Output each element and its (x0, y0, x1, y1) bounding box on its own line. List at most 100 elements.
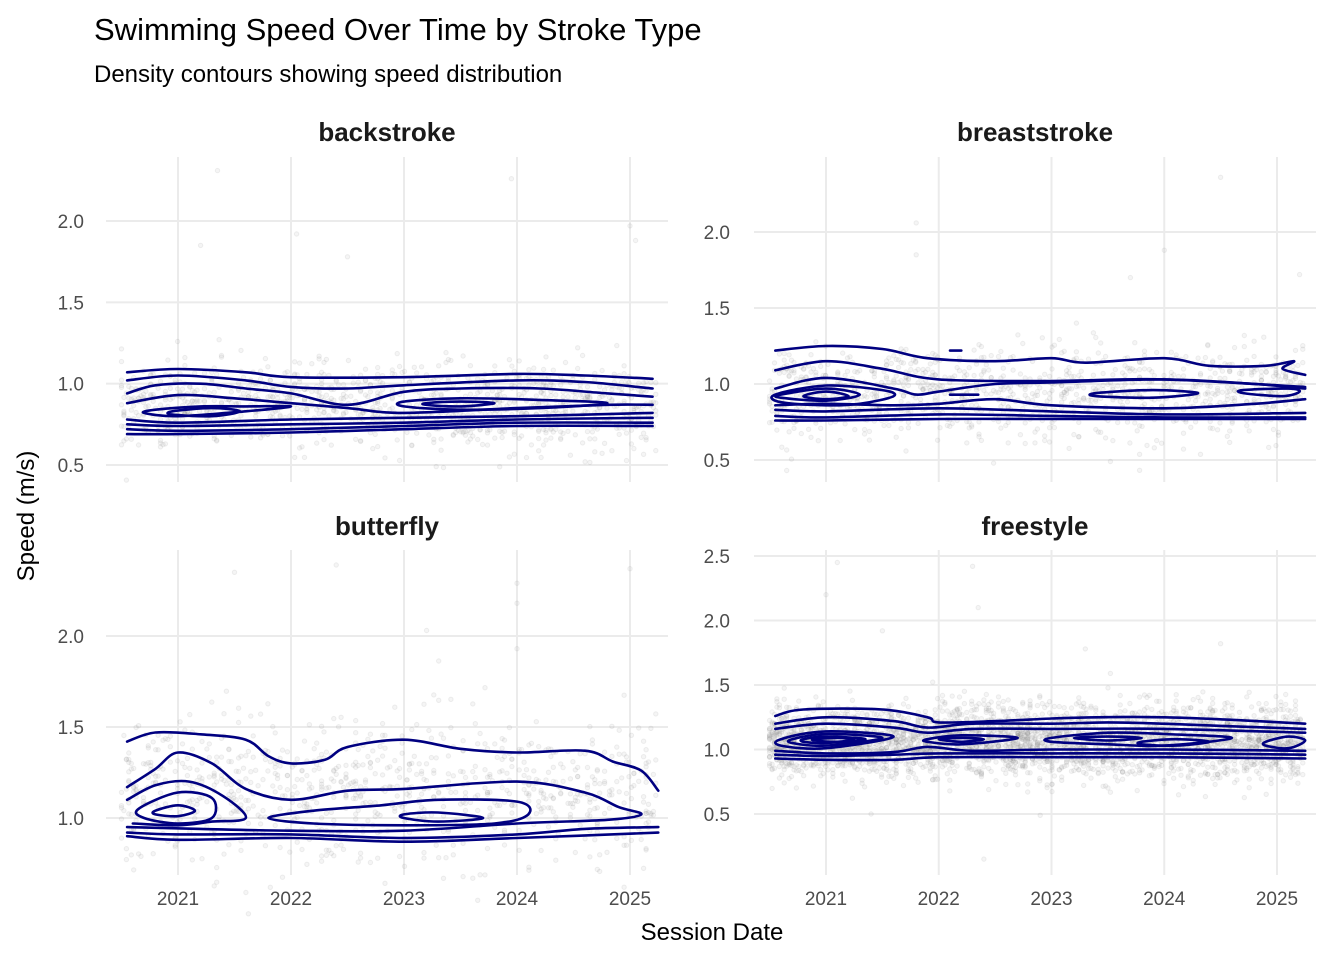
data-point (1261, 334, 1267, 340)
data-point (993, 759, 999, 765)
data-point (961, 369, 968, 375)
data-point (245, 820, 252, 827)
data-point (157, 416, 164, 422)
data-point (389, 405, 395, 411)
data-point (372, 813, 378, 820)
data-point (372, 431, 378, 438)
data-point (462, 432, 469, 438)
data-point (913, 395, 919, 401)
data-point (467, 391, 474, 397)
data-point (587, 796, 593, 802)
data-point (1049, 788, 1055, 795)
data-point (328, 776, 334, 782)
data-point (1292, 347, 1299, 354)
data-point (1073, 383, 1080, 390)
data-point (467, 363, 474, 369)
data-point (509, 363, 515, 369)
data-point (516, 847, 522, 853)
data-point (201, 386, 208, 392)
data-point (1292, 707, 1299, 713)
data-point (318, 784, 325, 790)
data-point (1246, 428, 1252, 434)
data-point (998, 425, 1004, 431)
data-point (253, 767, 259, 773)
data-point (294, 756, 300, 762)
data-point (871, 374, 877, 380)
data-point (372, 809, 378, 815)
data-point (523, 790, 530, 796)
data-point (121, 412, 127, 418)
data-point (121, 413, 127, 419)
data-point (357, 412, 364, 418)
data-point (484, 430, 491, 436)
data-point (905, 382, 912, 389)
data-point (781, 780, 787, 786)
data-point (304, 861, 310, 867)
data-point (399, 750, 405, 756)
data-point (1251, 353, 1257, 360)
data-point (1219, 368, 1226, 374)
data-point (274, 395, 281, 401)
data-point (189, 387, 196, 394)
data-point (396, 774, 403, 780)
data-point (331, 715, 337, 722)
data-point (292, 454, 298, 461)
data-point (993, 389, 999, 395)
data-point (184, 772, 191, 779)
data-point (990, 460, 997, 466)
data-point (1197, 451, 1204, 457)
data-point (270, 410, 276, 416)
data-point (640, 799, 647, 805)
data-point (801, 725, 807, 732)
data-point (626, 811, 632, 817)
data-point (1136, 694, 1143, 700)
data-point (825, 767, 831, 773)
data-point (179, 416, 186, 422)
data-point (540, 391, 547, 397)
data-point (769, 419, 775, 425)
data-point (536, 428, 542, 435)
y-tick-label: 2.5 (704, 547, 730, 568)
data-point (1063, 368, 1070, 374)
data-point (409, 442, 415, 449)
data-point (375, 390, 381, 396)
data-point (776, 370, 783, 376)
data-point (433, 390, 439, 396)
data-point (774, 427, 780, 433)
data-point (270, 783, 276, 789)
data-point (192, 815, 198, 822)
data-point (597, 790, 603, 796)
data-point (1042, 437, 1048, 444)
data-point (597, 852, 603, 858)
data-point (396, 853, 403, 860)
data-point (1042, 371, 1048, 377)
data-point (174, 758, 181, 764)
data-point (1132, 340, 1138, 346)
data-point (460, 738, 466, 744)
data-point (370, 445, 376, 452)
data-point (587, 459, 593, 466)
data-point (653, 711, 659, 717)
data-point (118, 402, 125, 408)
data-point (793, 785, 800, 791)
data-point (852, 426, 858, 433)
data-point (204, 799, 210, 805)
data-point (345, 357, 352, 364)
data-point (1180, 366, 1187, 372)
data-point (640, 738, 647, 744)
data-point (883, 392, 890, 398)
data-point (340, 411, 347, 417)
data-point (387, 764, 393, 770)
data-point (357, 784, 364, 790)
data-point (1273, 442, 1279, 449)
data-point (438, 393, 444, 399)
data-point (436, 697, 442, 703)
data-point (121, 438, 127, 444)
data-point (189, 746, 196, 752)
data-point (187, 384, 193, 390)
data-point (932, 712, 938, 718)
data-point (389, 371, 395, 377)
data-point (245, 748, 252, 755)
data-point (284, 369, 291, 375)
